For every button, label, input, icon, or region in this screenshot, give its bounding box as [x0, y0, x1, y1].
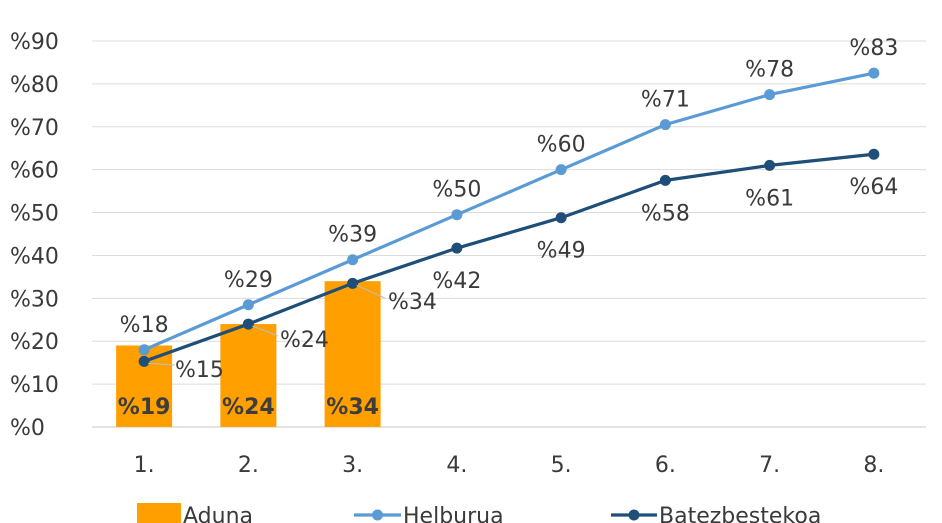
- series-point: [555, 164, 567, 176]
- batezbestekoa-data-label: %24: [280, 328, 329, 353]
- series-line: [142, 71, 876, 352]
- series-point: [555, 212, 567, 224]
- leader-line: [356, 284, 386, 299]
- series-point: [451, 242, 463, 254]
- batezbestekoa-data-label: %61: [745, 186, 794, 211]
- x-tick-label: 5.: [551, 453, 572, 478]
- series-point: [659, 174, 671, 186]
- y-tick-label: %70: [10, 116, 59, 141]
- legend-marker-helburua: [372, 509, 383, 521]
- y-tick-label: %60: [10, 159, 59, 184]
- x-tick-label: 6.: [655, 453, 676, 478]
- bar-data-label: %19: [118, 395, 171, 420]
- y-tick-label: %90: [10, 30, 59, 55]
- leader-line: [252, 325, 279, 337]
- y-tick-label: %30: [10, 287, 59, 312]
- series-point: [242, 318, 254, 330]
- series-point: [659, 119, 671, 131]
- x-tick-label: 4.: [446, 453, 467, 478]
- x-tick-label: 3.: [342, 453, 363, 478]
- helburua-data-label: %71: [641, 88, 690, 113]
- series-point: [764, 89, 776, 101]
- x-tick-label: 1.: [134, 453, 155, 478]
- series-point: [868, 148, 880, 160]
- series-line: [142, 152, 876, 363]
- y-tick-label: %80: [10, 73, 59, 98]
- leader-line: [148, 362, 176, 366]
- batezbestekoa-data-label: %58: [641, 201, 690, 226]
- series-point: [868, 67, 880, 79]
- legend-label-helburua: Helburua: [403, 504, 504, 523]
- data-labels: %19 %24 %34 %18 %29 %39 %50 %60 %71 %78 %83 %15 %24%…: [118, 36, 899, 420]
- line-series: [138, 67, 880, 367]
- legend-marker-batezbestekoa: [628, 509, 640, 521]
- legend-label-aduna: Aduna: [183, 504, 253, 523]
- series-point: [347, 254, 359, 266]
- series-point: [347, 277, 359, 289]
- batezbestekoa-data-label: %34: [388, 290, 437, 315]
- helburua-data-label: %60: [537, 133, 586, 158]
- y-tick-label: %0: [10, 416, 45, 441]
- x-axis: 1. 2. 3. 4. 5. 6. 7. 8.: [134, 453, 885, 478]
- y-tick-label: %50: [10, 202, 59, 227]
- batezbestekoa-data-label: %15: [175, 358, 224, 383]
- legend-label-batezbestekoa: Batezbestekoa: [659, 504, 821, 523]
- y-tick-label: %20: [10, 330, 59, 355]
- helburua-data-label: %18: [120, 313, 169, 338]
- helburua-data-label: %50: [432, 178, 481, 203]
- batezbestekoa-data-label: %42: [432, 269, 481, 294]
- helburua-data-label: %29: [224, 268, 273, 293]
- y-tick-label: %40: [10, 244, 59, 269]
- x-tick-label: 2.: [238, 453, 259, 478]
- series-point: [451, 209, 463, 221]
- legend-swatch-aduna: [137, 503, 181, 523]
- bar-data-label: %34: [326, 395, 379, 420]
- series-point: [138, 344, 150, 356]
- batezbestekoa-data-label: %64: [849, 175, 898, 200]
- batezbestekoa-data-label: %49: [537, 239, 586, 264]
- legend: Aduna Helburua Batezbestekoa: [137, 503, 821, 523]
- bar-data-label: %24: [222, 395, 275, 420]
- x-tick-label: 8.: [863, 453, 884, 478]
- series-point: [242, 299, 254, 311]
- helburua-data-label: %39: [328, 223, 377, 248]
- helburua-data-label: %83: [849, 36, 898, 61]
- series-point: [138, 355, 150, 367]
- helburua-data-label: %78: [745, 58, 794, 83]
- bar: [324, 281, 381, 427]
- x-tick-label: 7.: [759, 453, 780, 478]
- series-point: [764, 159, 776, 171]
- bar: [220, 324, 277, 427]
- y-axis: %0 %10 %20 %30 %40 %50 %60 %70 %80 %90: [10, 30, 59, 441]
- y-tick-label: %10: [10, 373, 59, 398]
